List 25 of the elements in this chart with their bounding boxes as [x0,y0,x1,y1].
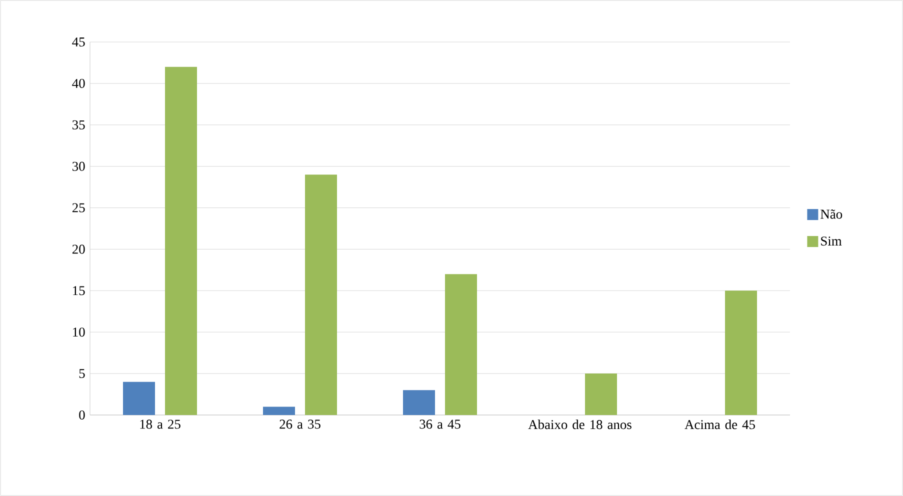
y-tick-label: 35 [72,120,85,130]
y-tick-label: 45 [72,38,85,46]
bar [725,290,758,415]
legend-label: Sim [821,236,842,246]
x-tick-label: 26 a 35 [280,420,320,429]
bar [445,274,478,415]
x-tick-label: 18 a 25 [140,420,180,429]
legend-label: Não [820,210,842,219]
y-tick-label: 40 [72,78,85,88]
bar [263,406,296,415]
y-tick-label: 15 [73,286,85,296]
bar [123,382,155,415]
x-tick-label: Acima de 45 [684,420,755,430]
y-tick-label: 30 [72,162,85,171]
y-tick-label: 25 [72,203,85,212]
x-tick-label: 36 a 45 [420,420,460,429]
y-tick-label: 20 [72,244,85,254]
x-tick-label: Abaixo de 18 anos [528,420,632,430]
y-tick-label: 10 [73,328,85,337]
y-tick-label: 5 [79,369,85,378]
bar [165,66,198,415]
bar [305,174,338,415]
y-tick-label: 0 [79,410,85,420]
bar [403,390,436,415]
bar [585,374,618,415]
